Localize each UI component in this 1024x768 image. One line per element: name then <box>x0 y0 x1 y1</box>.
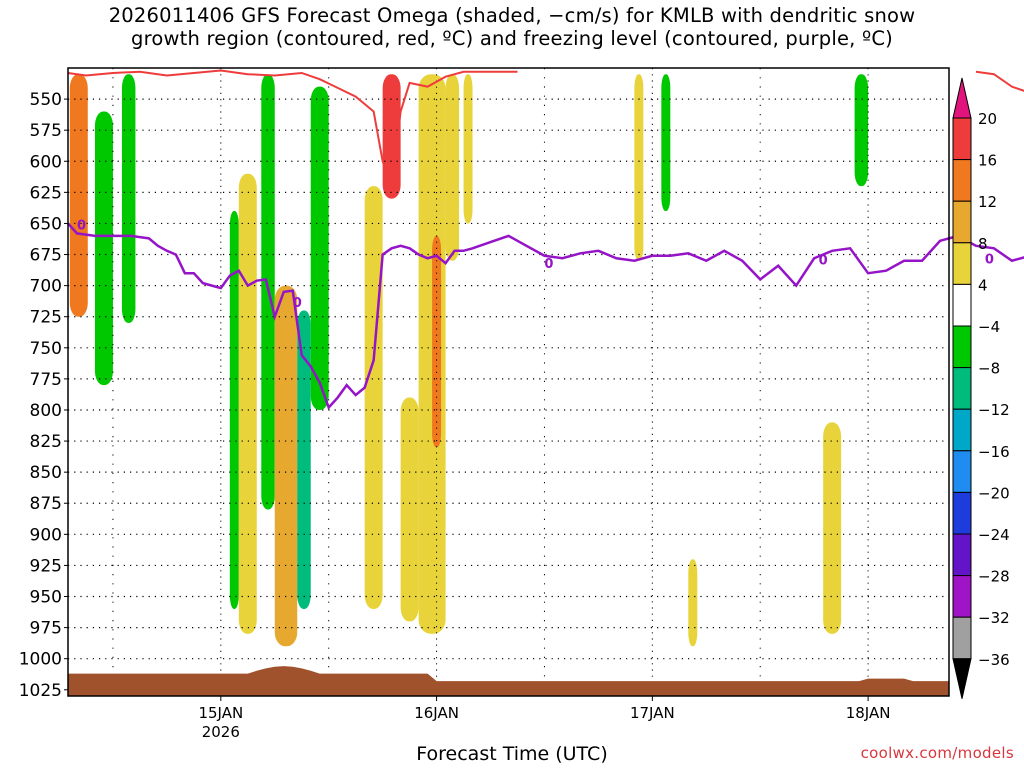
y-tick-label-950: 950 <box>30 588 62 608</box>
x-axis: 15JAN202616JAN17JAN18JAN19JAN20JAN21JAN <box>198 696 891 741</box>
omega-shading <box>69 74 869 647</box>
terrain-fill <box>68 666 949 696</box>
colorbar-swatch-7 <box>952 367 972 410</box>
colorbar-label-4: 4 <box>978 276 988 294</box>
chart-title-line-1: 2026011406 GFS Forecast Omega (shaded, −… <box>108 4 916 27</box>
y-tick-label-900: 900 <box>30 525 62 545</box>
omega-region-16 <box>634 74 644 261</box>
colorbar-swatch-2 <box>952 159 972 202</box>
colorbar-swatch-11 <box>952 533 972 577</box>
y-axis: 550 575 600 625 650 675 700 725 750 775 800 825 850 8… <box>19 90 68 701</box>
colorbar-label-0: 20 <box>978 110 997 128</box>
colorbar-swatch-12 <box>952 575 972 618</box>
freezing-level-label-4: 0 <box>985 252 994 267</box>
omega-region-9 <box>364 186 383 609</box>
colorbar-swatch-5 <box>952 283 972 327</box>
freezing-level-contour: 0000000 <box>67 219 1024 410</box>
colorbar-swatch-1 <box>952 117 972 161</box>
colorbar-label-9: −20 <box>978 484 1010 502</box>
colorbar-swatch-4 <box>952 242 972 285</box>
omega-region-7 <box>297 310 311 609</box>
y-tick-label-850: 850 <box>30 463 62 483</box>
grid-lines <box>68 68 949 696</box>
omega-region-14 <box>445 74 460 261</box>
colorbar-top-arrow <box>952 77 972 119</box>
omega-region-19 <box>823 422 842 634</box>
colorbar-swatch-10 <box>952 491 972 535</box>
colorbar-label-1: 16 <box>978 152 997 170</box>
colorbar-swatch-6 <box>952 325 972 369</box>
x-tick-label-15JAN: 15JAN <box>198 704 243 722</box>
y-tick-label-750: 750 <box>30 339 62 359</box>
x-tick-label-17JAN: 17JAN <box>630 704 675 722</box>
y-tick-label-625: 625 <box>30 183 62 203</box>
y-tick-label-550: 550 <box>30 90 62 110</box>
chart-title-line-2: growth region (contoured, red, ºC) and f… <box>131 27 893 50</box>
y-tick-label-725: 725 <box>30 308 62 328</box>
colorbar-label-11: −28 <box>978 568 1010 586</box>
omega-region-15 <box>463 74 473 224</box>
freezing-level-label-2: 0 <box>544 257 553 272</box>
colorbar-label-6: −8 <box>978 360 1000 378</box>
x-tick-label-16JAN: 16JAN <box>414 704 459 722</box>
freezing-level-label-0: 0 <box>77 219 86 234</box>
plot-frame <box>67 67 950 697</box>
colorbar-label-5: −4 <box>978 318 1000 336</box>
freezing-level-label-1: 0 <box>293 296 302 311</box>
omega-region-11 <box>400 397 419 622</box>
x-axis-label: Forecast Time (UTC) <box>416 743 608 765</box>
y-tick-label-700: 700 <box>30 277 62 297</box>
colorbar-swatch-13 <box>952 616 972 660</box>
chart-title: 2026011406 GFS Forecast Omega (shaded, −… <box>0 4 1024 50</box>
colorbar-bottom-arrow <box>952 658 972 699</box>
terrain-polygon <box>68 666 949 696</box>
omega-region-10 <box>382 74 401 199</box>
y-tick-label-875: 875 <box>30 494 62 514</box>
omega-region-0 <box>69 74 88 317</box>
colorbar: 20 16 12 8 4 −4 −8 −12 −16 −20 −24 −28 −32 −36 <box>952 77 1010 699</box>
omega-region-18 <box>688 559 698 647</box>
y-tick-label-925: 925 <box>30 556 62 576</box>
dgz-contour <box>67 69 1024 187</box>
colorbar-swatch-3 <box>952 200 972 244</box>
omega-region-6 <box>274 285 298 647</box>
y-tick-label-600: 600 <box>30 152 62 172</box>
colorbar-swatch-8 <box>952 408 972 452</box>
y-tick-label-675: 675 <box>30 246 62 266</box>
colorbar-label-7: −12 <box>978 401 1010 419</box>
dgz-line-1 <box>67 69 518 187</box>
colorbar-label-3: 8 <box>978 235 988 253</box>
colorbar-label-2: 12 <box>978 193 997 211</box>
y-tick-label-650: 650 <box>30 214 62 234</box>
omega-region-20 <box>854 74 869 187</box>
y-tick-label-1025: 1025 <box>19 681 62 701</box>
colorbar-label-13: −36 <box>978 651 1010 669</box>
omega-region-17 <box>661 74 671 212</box>
colorbar-swatch-9 <box>952 450 972 493</box>
y-tick-label-575: 575 <box>30 121 62 141</box>
y-tick-label-1000: 1000 <box>19 650 62 670</box>
freezing-level-label-3: 0 <box>819 254 828 269</box>
omega-region-3 <box>229 211 239 609</box>
dgz-line-2 <box>975 70 1024 92</box>
omega-region-1 <box>94 111 113 386</box>
colorbar-label-12: −32 <box>978 609 1010 627</box>
y-tick-label-775: 775 <box>30 370 62 390</box>
y-tick-label-825: 825 <box>30 432 62 452</box>
colorbar-label-10: −24 <box>978 526 1010 544</box>
colorbar-label-8: −16 <box>978 443 1010 461</box>
y-tick-label-975: 975 <box>30 619 62 639</box>
credit-text: coolwx.com/models <box>860 744 1014 762</box>
freezing-level-line <box>67 222 1024 410</box>
omega-region-4 <box>238 173 257 634</box>
x-tick-sublabel-15JAN: 2026 <box>202 723 240 741</box>
y-tick-label-800: 800 <box>30 401 62 421</box>
x-tick-label-18JAN: 18JAN <box>846 704 891 722</box>
omega-region-2 <box>121 74 136 323</box>
omega-region-8 <box>310 86 329 410</box>
